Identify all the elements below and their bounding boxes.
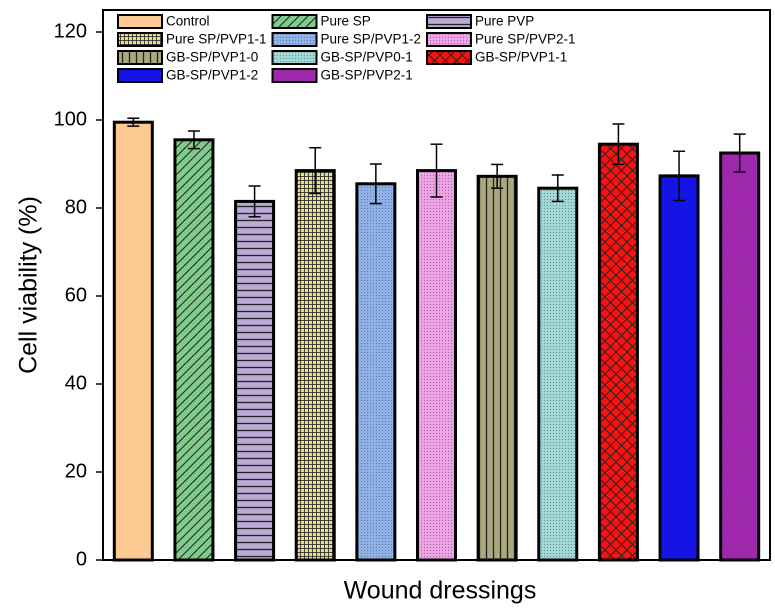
error-bar: [491, 163, 504, 189]
bar: [294, 169, 336, 562]
bar: [173, 138, 215, 562]
bar: [112, 120, 154, 562]
legend-swatch: [117, 32, 163, 47]
y-tick-label: 60: [65, 284, 87, 306]
y-tick-label: 40: [65, 372, 87, 394]
legend-label: Pure PVP: [475, 14, 534, 29]
error-bar: [612, 123, 625, 166]
legend-label: Pure SP/PVP1-2: [321, 32, 422, 47]
legend-swatch: [117, 14, 163, 29]
legend-label: Control: [166, 14, 210, 29]
bar: [658, 174, 700, 562]
error-bar: [187, 130, 200, 150]
error-bar: [127, 117, 140, 127]
legend-label: GB-SP/PVP0-1: [321, 50, 413, 65]
bar: [234, 199, 276, 562]
y-axis-title: Cell viability (%): [15, 196, 43, 374]
bar: [719, 151, 761, 562]
bar: [537, 186, 579, 562]
bar: [355, 182, 397, 562]
legend-label: Pure SP/PVP1-1: [166, 32, 267, 47]
legend-swatch: [426, 50, 472, 65]
y-tick-label: 100: [54, 108, 87, 130]
legend-swatch: [426, 32, 472, 47]
legend-swatch: [271, 32, 318, 47]
legend-swatch: [271, 14, 318, 29]
bar: [597, 142, 639, 562]
error-bar: [309, 146, 322, 195]
bar: [416, 169, 457, 562]
error-bar: [733, 133, 746, 173]
bar: [476, 174, 518, 562]
error-bar: [248, 185, 261, 218]
y-tick-label: 20: [65, 460, 87, 482]
legend-label: GB-SP/PVP1-1: [475, 50, 567, 65]
error-bar: [369, 163, 382, 205]
legend-swatch: [426, 14, 472, 29]
legend-label: Pure SP/PVP2-1: [475, 32, 576, 47]
plot-frame: [102, 9, 771, 561]
error-bar: [430, 143, 443, 198]
legend-swatch: [271, 50, 318, 65]
error-bar: [551, 174, 564, 203]
legend-label: GB-SP/PVP1-2: [166, 68, 258, 83]
legend-label: GB-SP/PVP2-1: [321, 68, 413, 83]
y-tick-label: 120: [54, 20, 87, 42]
x-axis-title: Wound dressings: [344, 577, 537, 605]
legend-label: GB-SP/PVP1-0: [166, 50, 258, 65]
legend-swatch: [271, 68, 318, 83]
error-bar: [673, 150, 686, 202]
legend-swatch: [117, 50, 163, 65]
y-tick-label: 0: [76, 548, 87, 570]
y-tick-label: 80: [65, 196, 87, 218]
legend-label: Pure SP: [321, 14, 371, 29]
legend-swatch: [117, 68, 163, 83]
